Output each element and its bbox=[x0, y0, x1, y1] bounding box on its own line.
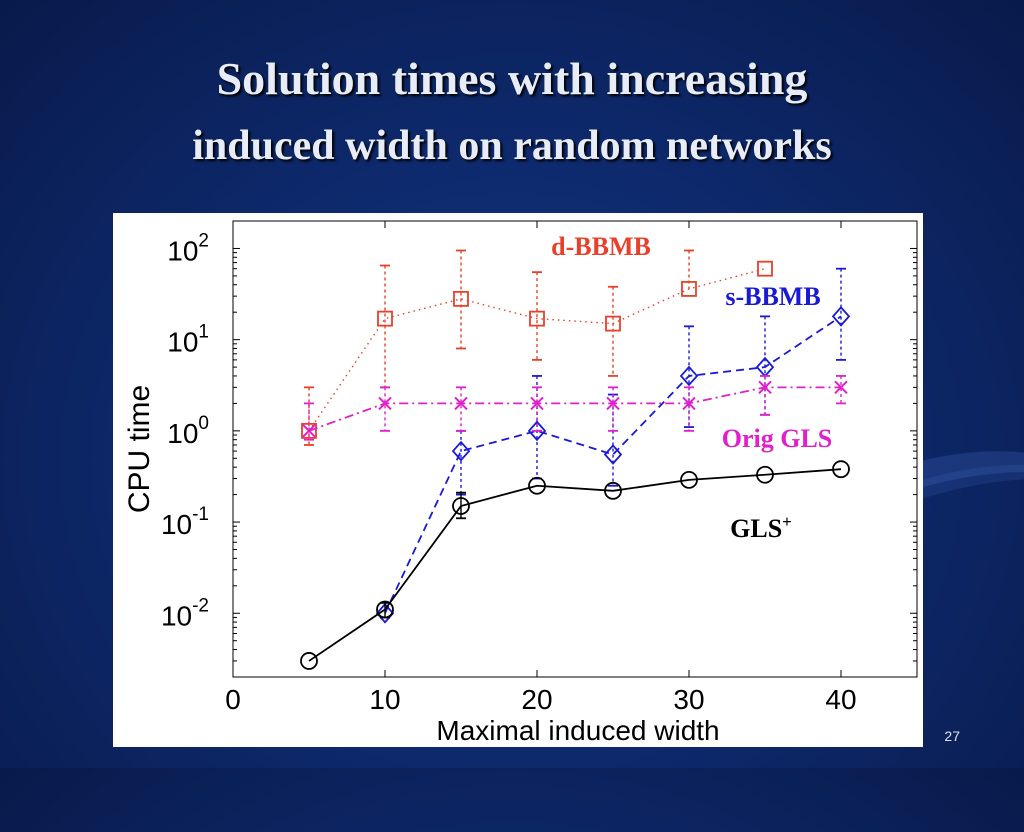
series-label-name: s-BBMB bbox=[725, 282, 820, 311]
x-tick-label: 20 bbox=[521, 684, 552, 715]
x-axis-label: Maximal induced width bbox=[436, 715, 719, 746]
y-tick-base: 10 bbox=[161, 509, 192, 540]
series-layer bbox=[300, 249, 851, 670]
series-label-superscript: + bbox=[782, 512, 792, 531]
x-axis-ticks: 0 10 20 30 40 bbox=[225, 221, 857, 715]
data-point bbox=[454, 396, 468, 411]
slide-title-line1: Solution times with increasing bbox=[216, 53, 808, 104]
y-axis-label: CPU time bbox=[123, 385, 156, 513]
series-line bbox=[308, 268, 766, 432]
series-label-name: GLS bbox=[730, 514, 782, 543]
series-label: d-BBMB bbox=[551, 232, 651, 261]
series-orig-gls bbox=[302, 375, 848, 441]
page-number: 27 bbox=[944, 728, 960, 744]
data-point bbox=[606, 396, 620, 411]
y-tick-label: 10-1 bbox=[161, 504, 209, 540]
data-point bbox=[300, 652, 318, 670]
data-point bbox=[605, 315, 621, 332]
data-point bbox=[679, 365, 699, 387]
data-point bbox=[376, 600, 394, 619]
x-tick-label: 10 bbox=[369, 684, 400, 715]
y-tick-label: 102 bbox=[167, 230, 209, 266]
data-point bbox=[375, 602, 395, 624]
data-point bbox=[757, 260, 773, 277]
y-tick-exponent: 0 bbox=[198, 413, 209, 434]
data-point bbox=[529, 310, 545, 327]
y-tick-label: 10-2 bbox=[161, 595, 209, 631]
series-label-name: d-BBMB bbox=[551, 232, 651, 261]
series-label: GLS+ bbox=[730, 512, 792, 543]
chart-panel: 102 101 100 10-1 10-2 0 10 20 30 40 d-BBMB s-BBMB… bbox=[113, 213, 923, 747]
y-tick-exponent: 1 bbox=[198, 322, 209, 343]
y-tick-base: 10 bbox=[167, 235, 198, 266]
y-tick-exponent: -1 bbox=[192, 504, 209, 525]
y-tick-exponent: -2 bbox=[192, 595, 209, 616]
data-point bbox=[302, 424, 316, 438]
data-point bbox=[682, 396, 696, 411]
data-point bbox=[528, 476, 546, 495]
x-tick-label: 40 bbox=[825, 684, 856, 715]
data-point bbox=[377, 310, 393, 327]
series-label: s-BBMB bbox=[725, 282, 820, 311]
data-point bbox=[604, 481, 622, 500]
series-line bbox=[308, 468, 842, 662]
series-d-bbmb bbox=[301, 249, 773, 446]
data-point bbox=[758, 380, 772, 395]
data-point bbox=[451, 440, 471, 462]
y-tick-label: 100 bbox=[167, 413, 209, 449]
data-point bbox=[378, 396, 392, 411]
y-tick-exponent: 2 bbox=[198, 230, 209, 251]
data-point bbox=[452, 497, 470, 515]
data-point bbox=[603, 444, 623, 465]
data-point bbox=[756, 465, 774, 484]
y-tick-base: 10 bbox=[161, 600, 192, 631]
y-tick-label: 101 bbox=[167, 322, 209, 358]
data-point bbox=[832, 460, 850, 479]
series-line bbox=[308, 386, 841, 432]
data-point bbox=[680, 470, 698, 489]
y-tick-base: 10 bbox=[167, 327, 198, 358]
plot-area-frame bbox=[232, 220, 918, 678]
series-label: Orig GLS bbox=[722, 424, 833, 453]
series-labels: d-BBMB s-BBMB Orig GLS GLS+ bbox=[551, 232, 832, 543]
data-point bbox=[834, 380, 848, 395]
x-tick-label: 0 bbox=[225, 684, 241, 715]
series-label-name: Orig GLS bbox=[722, 424, 833, 453]
data-point bbox=[453, 290, 469, 307]
series-gls bbox=[300, 460, 850, 670]
x-tick-label: 30 bbox=[673, 684, 704, 715]
y-tick-base: 10 bbox=[167, 418, 198, 449]
data-point bbox=[681, 281, 697, 297]
slide-title-line2: induced width on random networks bbox=[192, 123, 832, 169]
data-point bbox=[831, 306, 851, 327]
data-point bbox=[527, 420, 547, 442]
data-point bbox=[530, 396, 544, 411]
